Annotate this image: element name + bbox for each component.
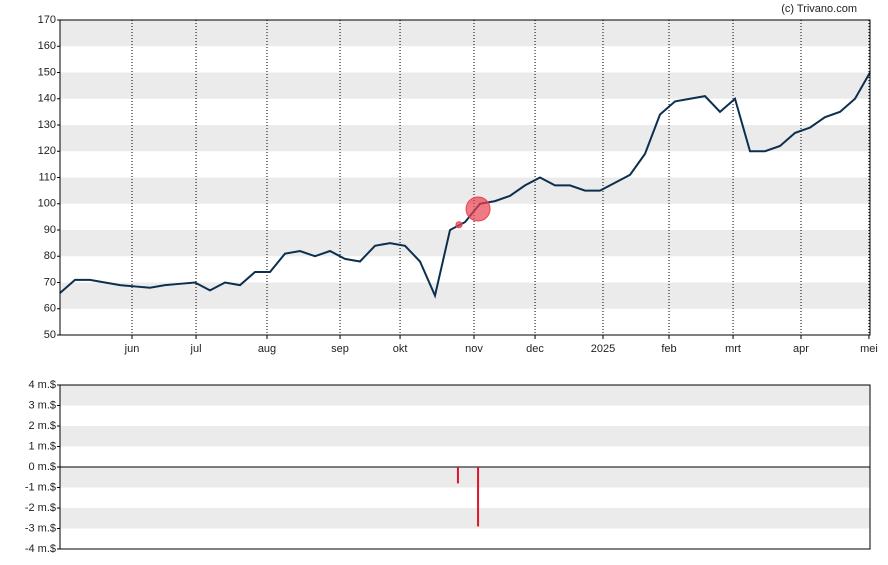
x-tick-label: mrt <box>725 343 741 355</box>
x-tick-label: jul <box>190 343 202 355</box>
y-tick-label: -1 m.$ <box>25 481 56 493</box>
y-tick-label: 130 <box>38 119 56 131</box>
x-tick-label: jun <box>124 343 140 355</box>
y-tick-label: 3 m.$ <box>28 399 56 411</box>
price-line <box>59 72 871 299</box>
grid-band <box>60 282 870 309</box>
y-tick-label: -4 m.$ <box>25 543 56 555</box>
x-tick-label: 2025 <box>591 343 615 355</box>
trade-marker <box>465 196 491 222</box>
y-tick-label: 100 <box>38 198 56 210</box>
y-tick-label: 50 <box>44 329 56 341</box>
y-tick-label: 4 m.$ <box>28 379 56 391</box>
grid-band <box>60 385 870 406</box>
plot-frame <box>59 384 871 550</box>
y-tick-label: 110 <box>38 171 56 183</box>
y-tick-label: 170 <box>38 14 56 26</box>
x-tick-label: mei <box>860 343 878 355</box>
y-tick-label: 150 <box>38 66 56 78</box>
y-tick-label: 60 <box>44 303 56 315</box>
y-tick-label: 70 <box>44 276 56 288</box>
y-tick-label: 90 <box>44 224 56 236</box>
y-tick-label: 2 m.$ <box>28 420 56 432</box>
grid-band <box>60 20 870 47</box>
grid-band <box>60 426 870 447</box>
grid-band <box>60 508 870 529</box>
grid-band <box>60 72 870 99</box>
x-tick-label: feb <box>661 343 676 355</box>
bar <box>456 467 459 484</box>
y-tick-label: 120 <box>38 145 56 157</box>
y-tick-label: 140 <box>38 93 56 105</box>
y-tick-label: -2 m.$ <box>25 502 56 514</box>
y-tick-label: 160 <box>38 40 56 52</box>
y-tick-label: 1 m.$ <box>28 440 56 452</box>
plot-frame <box>59 19 871 336</box>
x-tick-label: nov <box>465 343 483 355</box>
credit: (c) Trivano.com <box>781 3 857 15</box>
grid-band <box>60 125 870 152</box>
grid-band <box>60 467 870 488</box>
x-tick-label: aug <box>258 343 276 355</box>
y-tick-label: 0 m.$ <box>28 461 56 473</box>
x-tick-label: apr <box>793 343 809 355</box>
x-tick-label: sep <box>331 343 349 355</box>
grid-band <box>60 230 870 257</box>
y-tick-label: -3 m.$ <box>25 522 56 534</box>
x-tick-label: okt <box>393 343 408 355</box>
x-tick-label: dec <box>526 343 544 355</box>
y-tick-label: 80 <box>44 250 56 262</box>
grid-band <box>60 177 870 204</box>
trade-marker <box>455 221 463 229</box>
bar <box>477 467 480 527</box>
